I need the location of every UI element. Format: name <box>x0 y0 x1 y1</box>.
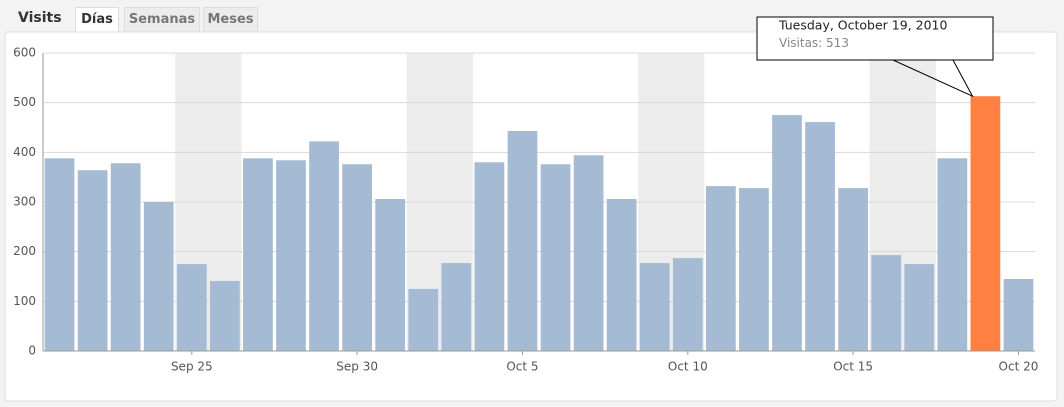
x-tick-label: Sep 25 <box>171 360 213 374</box>
bar <box>243 158 273 351</box>
bar <box>110 163 141 351</box>
bar <box>77 170 108 351</box>
bar <box>904 264 935 351</box>
bar <box>805 122 835 351</box>
tab[interactable]: Días <box>75 7 119 32</box>
y-tick-label: 200 <box>13 244 36 258</box>
bar <box>639 263 670 351</box>
bar <box>705 186 736 351</box>
bar <box>970 96 1001 352</box>
y-tick-label: 600 <box>13 46 36 60</box>
bar <box>838 188 869 351</box>
bar <box>1003 278 1034 351</box>
tab[interactable]: Meses <box>203 7 258 32</box>
bar <box>408 288 439 351</box>
bar <box>772 115 802 351</box>
bar <box>606 199 637 351</box>
tooltip-title: Tuesday, October 19, 2010 <box>778 18 948 33</box>
tooltip-label: Visitas: 513 <box>779 36 849 50</box>
y-tick-label: 400 <box>13 145 36 159</box>
bar <box>871 255 902 351</box>
y-tick-label: 100 <box>13 294 36 308</box>
bar <box>507 130 538 351</box>
y-tick-label: 0 <box>28 344 36 358</box>
y-tick-label: 500 <box>13 95 36 109</box>
bar <box>937 158 968 351</box>
bar <box>739 188 769 351</box>
tooltip-pointer <box>892 59 974 98</box>
bar <box>474 162 505 351</box>
tooltip-value: 513 <box>826 36 849 50</box>
header-title: Visits <box>18 10 62 26</box>
bar <box>540 164 571 351</box>
bar <box>309 141 339 351</box>
bar <box>342 164 373 351</box>
tooltip-label-text: Visitas: <box>779 36 822 50</box>
bar <box>672 258 703 351</box>
bar <box>573 155 604 351</box>
bar <box>143 202 174 351</box>
bar <box>176 264 207 351</box>
bar <box>209 280 240 351</box>
x-tick-label: Oct 20 <box>999 360 1039 374</box>
bar <box>44 158 75 351</box>
x-tick-label: Oct 10 <box>668 360 708 374</box>
x-tick-label: Sep 30 <box>336 360 378 374</box>
tooltip-box <box>756 16 994 61</box>
bar <box>375 199 406 351</box>
bar <box>276 160 306 351</box>
x-tick-label: Oct 15 <box>833 360 873 374</box>
bar <box>441 263 472 351</box>
x-tick-label: Oct 5 <box>506 360 538 374</box>
tab[interactable]: Semanas <box>124 7 200 32</box>
y-tick-label: 300 <box>13 195 36 209</box>
